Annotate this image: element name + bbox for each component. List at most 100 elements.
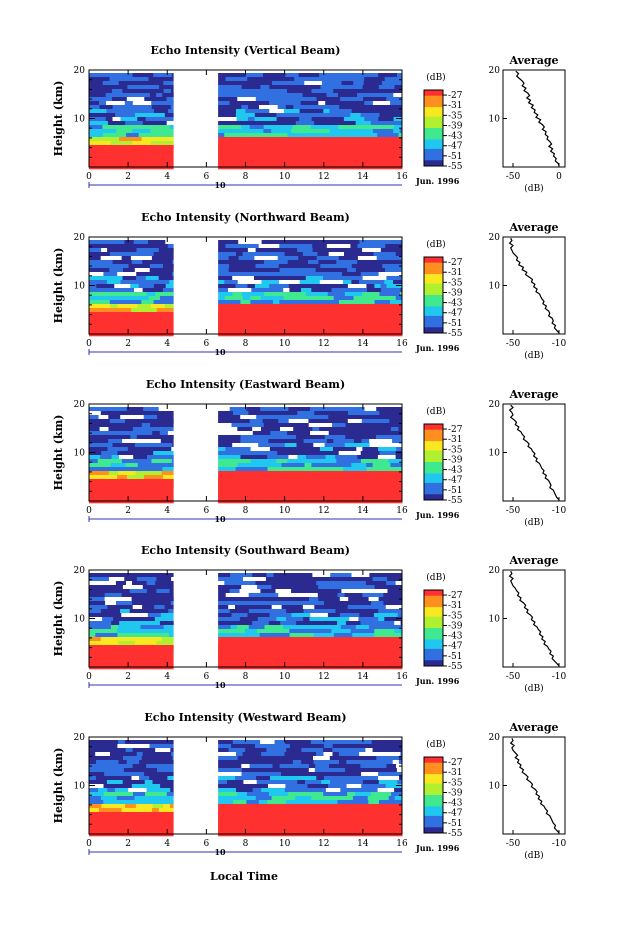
heatmap-cell [385, 431, 396, 436]
heatmap-cell [164, 272, 173, 277]
heatmap-cell [241, 796, 257, 801]
heatmap-cell [230, 625, 238, 630]
heatmap-cell [304, 145, 320, 150]
heatmap-cell [172, 641, 174, 646]
heatmap-cell [274, 740, 286, 745]
heatmap-cell [275, 276, 291, 281]
heatmap-cell [104, 748, 115, 753]
heatmap-cell [399, 292, 403, 297]
heatmap-cell [271, 605, 283, 610]
heatmap-cell [241, 137, 252, 142]
heatmap-cell [104, 85, 116, 90]
heatmap-cell [238, 824, 263, 829]
colorbar-segment [424, 128, 443, 131]
colorbar-segment [424, 162, 443, 165]
heatmap-cell [137, 117, 147, 122]
heatmap-cell [271, 129, 292, 134]
heatmap-cell [89, 276, 101, 281]
colorbar-segment [424, 331, 443, 334]
heatmap-cell [218, 137, 243, 142]
heatmap-cell [287, 431, 311, 436]
panels-group: Echo Intensity (Vertical Beam)0 2 4 6 8 10 12 1… [52, 44, 567, 861]
heatmap-cell [156, 629, 174, 634]
heatmap-cell [111, 613, 122, 618]
colorbar-tick-label: -27 [448, 758, 463, 768]
heatmap-cell [89, 760, 97, 765]
heatmap-cell [274, 137, 289, 142]
heatmap-cell [128, 423, 143, 428]
colorbar-segment [424, 597, 443, 600]
colorbar-tick-label: -31 [448, 101, 463, 111]
colorbar-tick-label: -47 [448, 642, 463, 652]
heatmap-cell [114, 284, 131, 289]
colorbar-segment [424, 796, 443, 800]
heatmap-cell [121, 411, 134, 416]
x-tick-label: 4 [164, 172, 170, 182]
colorbar-segment [424, 609, 443, 612]
heatmap-cell [156, 89, 165, 94]
heatmap-cell [392, 744, 403, 749]
heatmap-cell [364, 77, 386, 82]
x-tick-label: 12 [318, 672, 329, 682]
heatmap-cell [218, 256, 230, 261]
heatmap-cell [337, 621, 347, 626]
heatmap-cell [235, 284, 248, 289]
heatmap-cell [89, 153, 112, 158]
heatmap-cell [352, 633, 361, 638]
heatmap-cell [376, 256, 396, 261]
heatmap-cell [118, 820, 136, 825]
y-tick-label: 10 [74, 282, 86, 292]
heatmap-cell [297, 455, 307, 460]
heatmap-cell [311, 129, 331, 134]
heatmap-cell [244, 629, 258, 634]
heatmap-cell [170, 479, 174, 484]
heatmap-cell [387, 577, 403, 582]
heatmap-cell [106, 109, 117, 114]
heatmap-cell [283, 308, 298, 313]
heatmap-cell [107, 121, 117, 126]
heatmap-cell [339, 760, 347, 765]
heatmap-cell [372, 748, 396, 753]
heatmap-cell [122, 312, 137, 317]
heatmap-cell [395, 256, 403, 261]
heatmap-cell [276, 617, 287, 622]
date-label: Jun. 1996 [415, 343, 460, 353]
heatmap-cell [376, 407, 391, 412]
heatmap-cell [385, 605, 403, 610]
heatmap-cell [371, 657, 388, 662]
heatmap-cell [146, 581, 156, 586]
heatmap-cell [379, 240, 402, 245]
heatmap-cell [100, 824, 117, 829]
colorbar-unit: (dB) [426, 406, 445, 417]
heatmap-cell [360, 641, 377, 646]
heatmap-cell [111, 328, 121, 333]
x-tick-label: 12 [318, 339, 329, 349]
heatmap-cell [151, 752, 164, 757]
heatmap-cell [293, 272, 316, 277]
heatmap-cell [151, 161, 168, 166]
heatmap-cell [249, 419, 263, 424]
heatmap-cell [255, 153, 277, 158]
heatmap-cell [386, 581, 397, 586]
colorbar-tick-label: -27 [448, 258, 463, 268]
heatmap-cell [228, 748, 246, 753]
heatmap-cell [228, 577, 244, 582]
heatmap-cell [267, 752, 285, 757]
heatmap-cell [89, 117, 107, 122]
heatmap-cell [163, 141, 174, 146]
heatmap-cell [293, 157, 302, 162]
heatmap-cell [120, 296, 132, 301]
heatmap-cell [89, 621, 112, 626]
heatmap-cell [218, 471, 239, 476]
heatmap-cell [165, 328, 174, 333]
heatmap-cell [247, 284, 256, 289]
heatmap-cell [156, 589, 170, 594]
heatmap-cell [253, 141, 272, 146]
heatmap-cell [89, 141, 112, 146]
heatmap-cell [107, 324, 127, 329]
heatmap-cell [285, 645, 308, 650]
heatmap-cell [96, 284, 115, 289]
heatmap-cell [256, 625, 265, 630]
heatmap-cell [171, 89, 174, 94]
heatmap-cell [121, 593, 130, 598]
